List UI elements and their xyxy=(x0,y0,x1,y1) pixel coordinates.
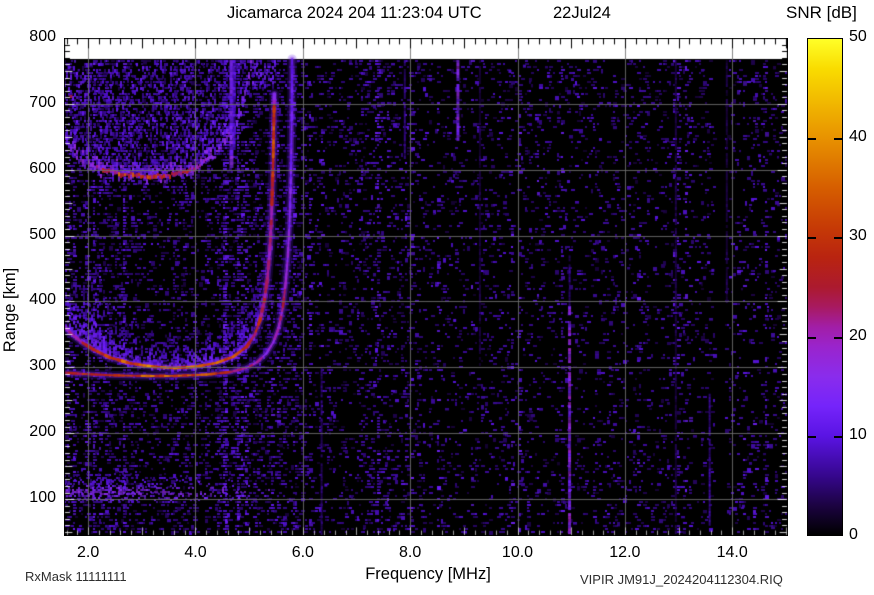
colorbar-tick-label: 40 xyxy=(849,127,867,145)
x-tick-label: 12.0 xyxy=(609,544,641,561)
x-tick-label: 2.0 xyxy=(77,544,100,561)
y-tick-label: 200 xyxy=(29,423,56,441)
colorbar-tick-label: 20 xyxy=(849,326,867,344)
x-axis-label: Frequency [MHz] xyxy=(365,565,491,583)
y-tick-label: 800 xyxy=(29,28,56,45)
colorbar-tick-mark xyxy=(808,138,816,141)
colorbar-tick-label: 30 xyxy=(849,227,867,245)
colorbar-tick-mark xyxy=(834,138,842,141)
ionogram-plot-canvas xyxy=(64,38,788,536)
colorbar-tick-mark xyxy=(834,237,842,240)
x-tick-label: 10.0 xyxy=(501,544,534,561)
rxmask-text: RxMask 11111111 xyxy=(25,569,127,584)
colorbar-title: SNR [dB] xyxy=(786,3,857,22)
colorbar-tick-label: 0 xyxy=(849,526,858,543)
colorbar-tick-mark xyxy=(808,435,816,438)
colorbar-tick-label: 50 xyxy=(849,28,867,45)
y-tick-label: 400 xyxy=(29,291,56,309)
colorbar-tick-mark xyxy=(808,237,816,240)
colorbar-tick-mark xyxy=(834,336,842,339)
x-tick-label: 4.0 xyxy=(184,544,207,561)
y-tick-label: 700 xyxy=(29,93,56,111)
colorbar-tick-mark xyxy=(834,435,842,438)
plot-date: 22Jul24 xyxy=(553,4,611,22)
y-tick-label: 600 xyxy=(29,159,56,177)
y-tick-label: 300 xyxy=(29,357,56,375)
colorbar-gradient xyxy=(807,38,843,536)
colorbar-tick-label: 10 xyxy=(849,426,867,444)
y-tick-label: 100 xyxy=(29,489,56,507)
colorbar-tick-mark xyxy=(808,336,816,339)
file-name-text: VIPIR JM91J_2024204112304.RIQ xyxy=(580,572,783,587)
x-tick-label: 6.0 xyxy=(291,544,314,561)
plot-title: Jicamarca 2024 204 11:23:04 UTC xyxy=(227,4,482,22)
x-tick-label: 14.0 xyxy=(716,544,748,561)
x-tick-label: 8.0 xyxy=(399,544,422,561)
y-tick-label: 500 xyxy=(29,225,56,243)
